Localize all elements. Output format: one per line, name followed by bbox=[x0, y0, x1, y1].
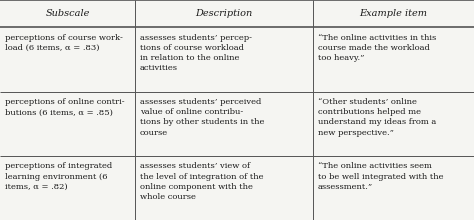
Text: “Other students’ online
contributions helped me
understand my ideas from a
new p: “Other students’ online contributions he… bbox=[318, 98, 436, 137]
Text: assesses students’ perceived
value of online contribu-
tions by other students i: assesses students’ perceived value of on… bbox=[140, 98, 264, 137]
Text: assesses students’ view of
the level of integration of the
online component with: assesses students’ view of the level of … bbox=[140, 162, 264, 201]
Text: perceptions of integrated
learning environment (6
items, α = .82): perceptions of integrated learning envir… bbox=[5, 162, 112, 191]
Text: Example item: Example item bbox=[359, 9, 428, 18]
Text: assesses students’ percep-
tions of course workload
in relation to the online
ac: assesses students’ percep- tions of cour… bbox=[140, 34, 252, 72]
Text: perceptions of course work-
load (6 items, α = .83): perceptions of course work- load (6 item… bbox=[5, 34, 123, 52]
Text: Subscale: Subscale bbox=[46, 9, 90, 18]
Text: Description: Description bbox=[195, 9, 253, 18]
Text: “The online activities seem
to be well integrated with the
assessment.”: “The online activities seem to be well i… bbox=[318, 162, 443, 191]
Text: “The online activities in this
course made the workload
too heavy.”: “The online activities in this course ma… bbox=[318, 34, 436, 62]
Text: perceptions of online contri-
butions (6 items, α = .85): perceptions of online contri- butions (6… bbox=[5, 98, 124, 116]
